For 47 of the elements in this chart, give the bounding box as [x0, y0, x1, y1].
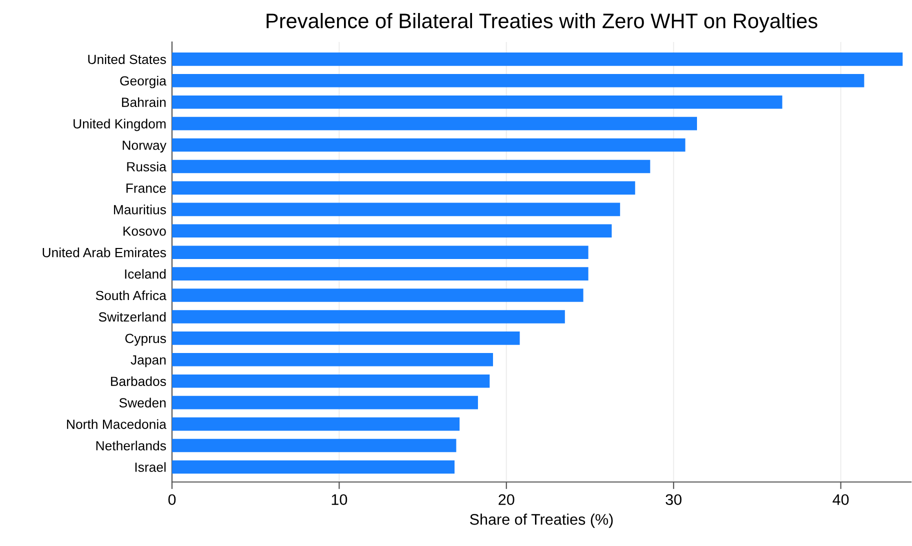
bar — [172, 267, 588, 280]
bar — [172, 353, 494, 366]
y-tick-label: Bahrain — [122, 97, 166, 108]
bar — [172, 332, 520, 345]
y-tick-label: France — [126, 184, 166, 193]
x-tick-label: 40 — [832, 494, 849, 506]
bar — [172, 396, 478, 410]
y-tick-label: Russia — [127, 162, 166, 172]
bar — [172, 460, 455, 474]
x-tick-label: 30 — [666, 494, 682, 506]
bar — [172, 74, 864, 88]
y-tick-label: Mauritius — [114, 204, 166, 214]
bar — [172, 374, 490, 388]
y-tick-label: Iceland — [125, 269, 166, 279]
y-tick-label: Switzerland — [98, 312, 166, 322]
x-tick-label: 10 — [332, 494, 348, 506]
y-tick-label: United States — [88, 54, 166, 64]
y-tick-label: Netherlands — [96, 440, 166, 450]
y-tick-label: Japan — [130, 355, 166, 368]
bar — [172, 202, 620, 216]
x-tick-label: 20 — [498, 494, 514, 506]
bar — [172, 246, 588, 259]
bar — [172, 181, 636, 195]
bar — [172, 417, 460, 431]
bar — [172, 288, 584, 302]
y-tick-label: Israel — [135, 462, 166, 472]
bar — [172, 310, 565, 324]
x-axis-title: Share of Treaties (%) — [470, 514, 613, 528]
chart-title: Prevalence of Bilateral Treaties with Zero WHT on Royalties — [266, 13, 818, 32]
y-tick-label: Georgia — [120, 76, 166, 88]
y-tick-label: Norway — [122, 140, 166, 153]
y-tick-label: Sweden — [119, 398, 166, 408]
bar — [172, 52, 903, 66]
bar — [172, 138, 686, 152]
x-tick-label: 0 — [168, 494, 176, 506]
bar — [172, 116, 697, 130]
y-tick-label: Cyprus — [125, 334, 166, 346]
y-tick-label: Barbados — [111, 376, 166, 386]
y-tick-label: South Africa — [96, 290, 166, 300]
bar — [172, 438, 456, 452]
y-tick-label: United Kingdom — [74, 118, 166, 132]
bar — [172, 224, 612, 238]
bar — [172, 95, 782, 109]
bar — [172, 160, 650, 174]
y-tick-label: Kosovo — [124, 226, 166, 236]
y-tick-label: North Macedonia — [67, 419, 166, 429]
y-tick-label: United Arab Emirates — [42, 248, 166, 258]
